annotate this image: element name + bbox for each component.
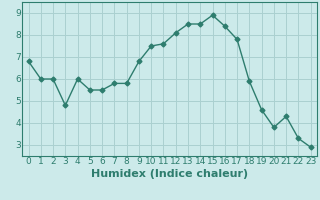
X-axis label: Humidex (Indice chaleur): Humidex (Indice chaleur) xyxy=(91,169,248,179)
